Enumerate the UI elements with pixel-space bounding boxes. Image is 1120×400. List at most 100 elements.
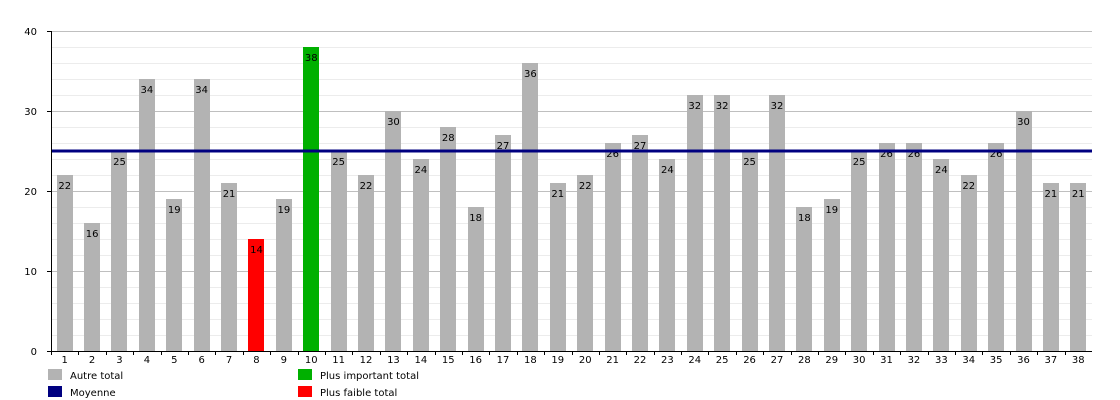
bar-36 [1016,111,1032,351]
bar-29 [824,199,840,351]
bar-31 [879,143,895,351]
bar-label-18: 36 [524,69,537,80]
bar-30 [851,151,867,351]
bar-label-5: 19 [168,205,181,216]
bar-24 [687,95,703,351]
x-tick-label-26: 26 [743,355,756,366]
x-tick-label-13: 13 [387,355,400,366]
bar-38 [1070,183,1086,351]
bar-label-27: 32 [771,101,784,112]
bar-label-31: 26 [880,149,893,160]
y-tick-label-20: 20 [24,187,37,198]
bar-label-22: 27 [634,141,647,152]
bar-16 [468,207,484,351]
legend-swatch-3 [298,386,312,397]
bar-label-11: 25 [332,157,345,168]
bar-label-23: 24 [661,165,674,176]
bar-9 [276,199,292,351]
bar-label-10: 38 [305,53,318,64]
x-tick-label-29: 29 [825,355,838,366]
x-tick-label-15: 15 [442,355,455,366]
x-tick-label-25: 25 [716,355,729,366]
bar-8 [248,239,264,351]
bar-label-24: 32 [688,101,701,112]
x-tick-label-35: 35 [990,355,1003,366]
bar-label-14: 24 [414,165,427,176]
bar-10 [303,47,319,351]
bar-21 [605,143,621,351]
x-tick-label-20: 20 [579,355,592,366]
bar-26 [742,151,758,351]
bar-7 [221,183,237,351]
bar-6 [194,79,210,351]
legend: Autre total Moyenne Plus important total Pl… [48,369,419,399]
bar-label-29: 19 [825,205,838,216]
x-tick-label-19: 19 [551,355,564,366]
x-tick-label-6: 6 [198,355,204,366]
x-tick-label-1: 1 [62,355,68,366]
bar-label-38: 21 [1072,189,1085,200]
legend-label-0: Autre total [70,371,123,382]
bar-label-21: 26 [606,149,619,160]
bar-17 [495,135,511,351]
bar-label-15: 28 [442,133,455,144]
bar-2 [84,223,100,351]
legend-label-3: Plus faible total [320,388,397,399]
x-tick-label-23: 23 [661,355,674,366]
x-tick-label-18: 18 [524,355,537,366]
legend-label-1: Moyenne [70,388,116,399]
bar-33 [933,159,949,351]
bar-label-9: 19 [277,205,290,216]
x-tick-label-5: 5 [171,355,177,366]
bar-label-16: 18 [469,213,482,224]
x-tick-label-7: 7 [226,355,232,366]
y-tick-label-10: 10 [24,267,37,278]
bar-label-30: 25 [853,157,866,168]
bar-label-8: 14 [250,245,263,256]
x-tick-label-12: 12 [360,355,373,366]
bar-label-4: 34 [141,85,154,96]
x-tick-label-24: 24 [688,355,701,366]
bar-25 [714,95,730,351]
bar-5 [166,199,182,351]
bar-35 [988,143,1004,351]
bar-3 [111,151,127,351]
bar-label-32: 26 [908,149,921,160]
x-tick-label-11: 11 [332,355,345,366]
x-tick-label-3: 3 [116,355,122,366]
bar-1 [57,175,73,351]
x-tick-label-33: 33 [935,355,948,366]
bar-label-37: 21 [1045,189,1058,200]
x-tick-label-22: 22 [634,355,647,366]
bar-label-34: 22 [962,181,975,192]
x-tick-label-36: 36 [1017,355,1030,366]
bar-label-6: 34 [195,85,208,96]
bar-27 [769,95,785,351]
x-tick-label-27: 27 [771,355,784,366]
bar-label-3: 25 [113,157,126,168]
bar-label-17: 27 [497,141,510,152]
y-tick-label-40: 40 [24,27,37,38]
x-tick-label-9: 9 [281,355,287,366]
bar-32 [906,143,922,351]
y-tick-label-30: 30 [24,107,37,118]
x-tick-label-10: 10 [305,355,318,366]
legend-swatch-1 [48,386,62,397]
x-tick-label-21: 21 [606,355,619,366]
x-tick-label-4: 4 [144,355,150,366]
bar-label-20: 22 [579,181,592,192]
legend-swatch-2 [298,369,312,380]
y-tick-label-0: 0 [31,347,37,358]
legend-swatch-0 [48,369,62,380]
bar-23 [659,159,675,351]
x-tick-label-32: 32 [908,355,921,366]
bar-label-2: 16 [86,229,99,240]
bar-layer: 22 16 25 34 19 34 21 14 19 38 25 22 30 24 28 18 27 36 21 22… [57,47,1086,351]
x-tick-label-14: 14 [414,355,427,366]
bar-4 [139,79,155,351]
x-tick-label-2: 2 [89,355,95,366]
x-tick-label-34: 34 [962,355,975,366]
bar-label-1: 22 [58,181,71,192]
